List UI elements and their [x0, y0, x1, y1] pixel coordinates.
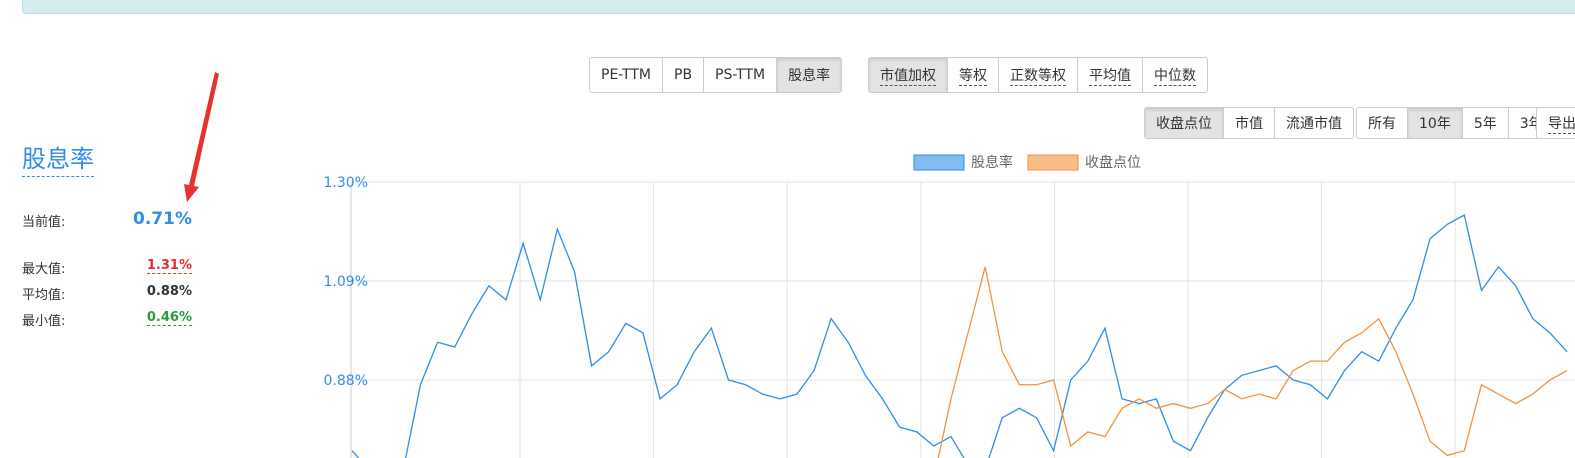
price-tabs: 收盘点位 市值 流通市值: [1144, 107, 1354, 139]
tab-label: PE-TTM: [601, 67, 651, 83]
tab-label: 5年: [1473, 116, 1497, 132]
tab-label: 等权: [959, 65, 987, 86]
tab-button[interactable]: 市值: [1224, 108, 1275, 138]
tab-label: 流通市值: [1286, 116, 1342, 132]
legend-label: 收盘点位: [1085, 154, 1141, 171]
tab-label: 所有: [1368, 116, 1396, 132]
stat-label: 平均值:: [22, 288, 66, 303]
tab-button[interactable]: 所有: [1357, 108, 1408, 138]
legend-label: 股息率: [971, 154, 1013, 171]
tab-label: 市值加权: [880, 65, 936, 86]
range-tabs: 所有 10年 5年 3年: [1356, 107, 1555, 139]
tab-button[interactable]: 正数等权: [999, 58, 1078, 92]
legend-swatch: [1027, 154, 1079, 171]
y-tick-label: 1.30%: [324, 175, 368, 191]
tab-label: 市值: [1235, 116, 1263, 132]
stat-row: 最大值: 1.31%: [22, 258, 192, 277]
y-tick-label: 0.88%: [324, 373, 368, 389]
tab-label: PB: [674, 67, 693, 83]
stat-row: 最小值: 0.46%: [22, 310, 192, 329]
stat-value: 0.46%: [146, 310, 192, 326]
stat-row: 当前值: 0.71%: [22, 209, 192, 230]
tab-button[interactable]: 等权: [948, 58, 999, 92]
tab-button[interactable]: 市值加权: [869, 58, 948, 92]
series-line: [937, 266, 1568, 458]
tab-button[interactable]: 收盘点位: [1145, 108, 1224, 138]
tab-button[interactable]: 平均值: [1078, 58, 1143, 92]
tab-button[interactable]: PB: [663, 58, 705, 92]
tab-label: 正数等权: [1010, 65, 1066, 86]
metric-tabs: PE-TTM PB PS-TTM 股息率: [589, 57, 843, 93]
top-banner: [22, 0, 1575, 14]
tab-button[interactable]: 流通市值: [1275, 108, 1353, 138]
y-tick-label: 1.09%: [324, 274, 368, 290]
export-group: 导出: [1536, 107, 1575, 139]
tab-label: 收盘点位: [1156, 116, 1212, 132]
legend-swatch: [913, 154, 965, 171]
annotation-arrow: [184, 72, 219, 202]
tab-button[interactable]: 股息率: [777, 58, 842, 92]
weighting-tabs: 市值加权 等权 正数等权 平均值 中位数: [868, 57, 1208, 93]
tab-label: 10年: [1419, 116, 1451, 132]
tab-button[interactable]: 10年: [1408, 108, 1463, 138]
stat-label: 最小值:: [22, 314, 66, 329]
export-label: 导出: [1548, 113, 1575, 134]
tab-label: 中位数: [1154, 65, 1196, 86]
stat-label: 当前值:: [22, 215, 66, 230]
series-line: [351, 214, 1568, 458]
tab-button[interactable]: 5年: [1463, 108, 1509, 138]
tab-label: PS-TTM: [715, 67, 766, 83]
stat-value: 0.71%: [133, 209, 192, 229]
stat-row: 平均值: 0.88%: [22, 284, 192, 303]
export-button[interactable]: 导出: [1537, 108, 1575, 138]
tab-label: 平均值: [1089, 65, 1131, 86]
stat-value: 0.88%: [146, 284, 192, 299]
tab-button[interactable]: PE-TTM: [590, 58, 663, 92]
stat-value: 1.31%: [146, 258, 192, 274]
sidebar-title: 股息率: [22, 142, 94, 177]
stat-label: 最大值:: [22, 262, 66, 277]
tab-button[interactable]: 中位数: [1143, 58, 1207, 92]
tab-button[interactable]: PS-TTM: [704, 58, 778, 92]
tab-label: 股息率: [788, 68, 831, 84]
